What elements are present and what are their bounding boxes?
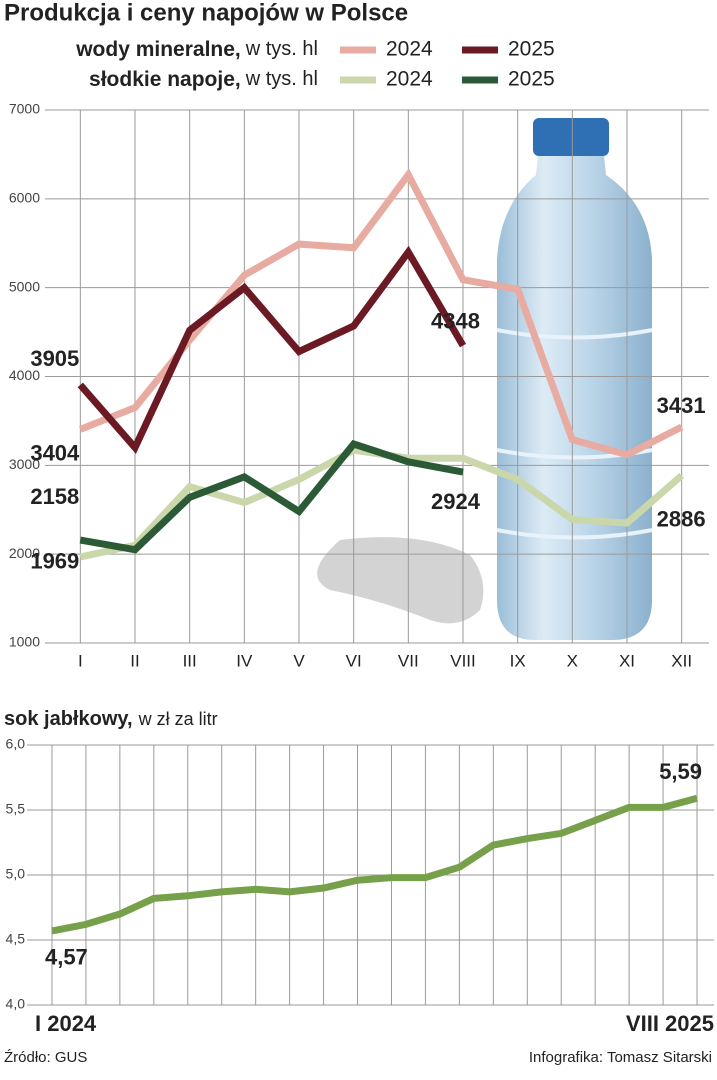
value-label: 2924 [431, 489, 481, 514]
legend-group-label: słodkie napoje, w tys. hl [89, 68, 318, 91]
value-label: 3404 [30, 440, 80, 465]
title: Produkcja i ceny napojów w Polsce [4, 0, 408, 26]
y-tick-label: 6,0 [6, 736, 26, 752]
value-label: 3431 [657, 393, 706, 418]
y-tick-label: 5,5 [6, 801, 26, 817]
value-label: 2886 [657, 506, 706, 531]
legend-group-unit: w tys. hl [245, 38, 318, 60]
y-tick-label: 7000 [9, 101, 40, 117]
x-tick-label: IX [510, 651, 526, 670]
value-label: 4348 [431, 308, 480, 333]
x-tick-label: VIII 2025 [626, 1011, 714, 1036]
shadow [317, 537, 484, 624]
bottle [496, 118, 653, 640]
legend: wody mineralne, w tys. hl 2024 2025 słodkie … [75, 38, 555, 91]
value-label: 1969 [30, 549, 79, 574]
x-tick-label: I [78, 651, 83, 670]
legend-group-unit: w tys. hl [245, 68, 318, 90]
x-tick-label: XII [671, 651, 692, 670]
credit: Infografika: Tomasz Sitarski [529, 1049, 712, 1066]
x-tick-label: VIII [450, 651, 476, 670]
legend-label: 2024 [386, 38, 433, 61]
y-tick-label: 1000 [9, 634, 40, 650]
x-tick-label: XI [619, 651, 635, 670]
y-tick-label: 3000 [9, 456, 40, 472]
y-tick-label: 4,5 [6, 931, 26, 947]
series-line [77, 245, 467, 454]
legend-label: 2024 [386, 68, 433, 91]
chart-title-main: sok jabłkowy, [4, 708, 133, 730]
x-tick-label: VII [398, 651, 419, 670]
legend-label: 2025 [508, 38, 555, 61]
legend-group-name: słodkie napoje, [89, 68, 241, 91]
legend-group-label: wody mineralne, w tys. hl [75, 38, 318, 61]
x-tick-label: I 2024 [35, 1011, 97, 1036]
y-tick-label: 6000 [9, 190, 40, 206]
x-tick-label: X [567, 651, 578, 670]
x-tick-label: V [293, 651, 305, 670]
chart-title: sok jabłkowy, w zł za litr [4, 708, 218, 730]
value-label: 3905 [30, 346, 79, 371]
x-tick-label: III [183, 651, 197, 670]
series-line [79, 439, 464, 554]
legend-label: 2025 [508, 68, 555, 91]
legend-group-name: wody mineralne, [75, 38, 241, 61]
value-label: 4,57 [45, 945, 88, 970]
x-tick-label: II [130, 651, 139, 670]
y-tick-label: 2000 [9, 545, 40, 561]
x-tick-label: VI [346, 651, 362, 670]
series-line [51, 794, 698, 935]
y-tick-label: 5,0 [6, 866, 26, 882]
value-label: 2158 [30, 484, 79, 509]
x-tick-label: IV [236, 651, 253, 670]
y-tick-label: 5000 [9, 278, 40, 294]
y-tick-label: 4000 [9, 367, 40, 383]
value-label: 5,59 [659, 759, 702, 784]
source: Źródło: GUS [4, 1049, 87, 1066]
chart-subtitle: w zł za litr [138, 709, 218, 729]
y-tick-label: 4,0 [6, 996, 26, 1012]
